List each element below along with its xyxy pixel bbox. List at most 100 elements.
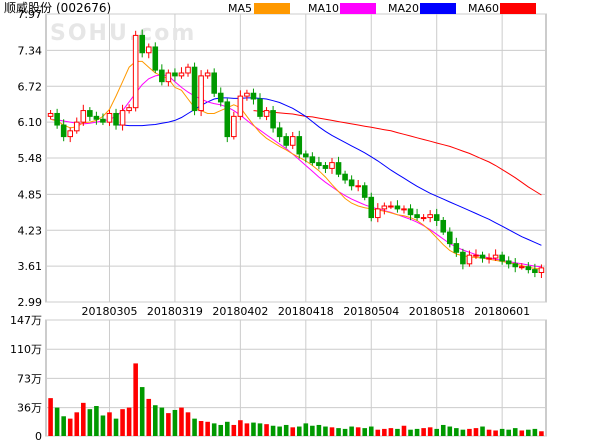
stock-code: (002676)	[56, 1, 111, 15]
candle-body-up	[263, 110, 270, 117]
candle-body-down	[152, 46, 159, 71]
watermark-layer: SOHU.com	[50, 21, 196, 46]
candle-body-down	[113, 112, 119, 126]
ma20-line	[116, 97, 542, 246]
price-y-tick-label: 4.85	[18, 188, 43, 201]
price-y-tick-label: 6.10	[18, 116, 43, 129]
candle-body-up	[381, 205, 388, 210]
candle-body-down	[139, 34, 145, 54]
volume-bar	[48, 398, 53, 436]
candles-layer	[47, 29, 545, 278]
volume-bar	[67, 418, 73, 436]
x-tick-label: 20180518	[409, 305, 465, 318]
ma60-line	[253, 110, 542, 196]
volume-bar	[401, 425, 407, 436]
candle-body-down	[296, 136, 303, 155]
volume-y-tick-label: 147万	[10, 314, 42, 327]
candle-body-down	[447, 231, 453, 245]
candle-body-down	[460, 251, 466, 265]
candle-body-down	[499, 254, 505, 262]
candle-body-down	[342, 173, 348, 181]
volume-bar	[264, 424, 269, 436]
volume-bar	[251, 422, 256, 436]
x-tick-label: 20180305	[81, 305, 137, 318]
price-y-tick-label: 2.99	[18, 296, 43, 309]
candle-body-down	[211, 72, 217, 94]
plot-background	[45, 13, 547, 437]
volume-bar	[532, 428, 538, 436]
volume-bar	[146, 398, 152, 436]
candle-body-up	[466, 254, 473, 265]
candle-body-up	[106, 112, 113, 123]
legend-swatch-ma60	[500, 3, 536, 14]
candle-body-up	[237, 95, 244, 117]
stock-name: 顺威股份	[4, 1, 52, 15]
volume-bar	[153, 405, 158, 436]
candle-body-up	[132, 34, 139, 109]
candle-body-up	[204, 72, 211, 77]
volume-y-tick-label: 0	[35, 430, 42, 440]
candle-body-down	[361, 185, 368, 198]
volume-bar	[512, 428, 518, 436]
volume-bar	[120, 409, 125, 436]
candle-body-down	[309, 156, 316, 164]
volume-y-tick-label: 73万	[17, 372, 42, 385]
candle-body-down	[257, 98, 263, 117]
candle-body-down	[191, 66, 198, 112]
volume-bar	[139, 387, 145, 436]
volume-bar	[414, 428, 420, 436]
axes-layer: 7.97 7.34 6.72 6.10 5.48 4.85 4.23 3.61 2.99 2018…	[10, 8, 530, 443]
volume-bar	[440, 424, 446, 436]
candle-body-up	[244, 92, 250, 97]
candle-body-up	[119, 110, 126, 126]
volume-bar	[349, 426, 354, 436]
ma5-layer	[50, 60, 542, 270]
candle-body-down	[525, 266, 532, 271]
candle-body-up	[80, 110, 87, 123]
volume-bar	[303, 423, 309, 436]
candle-body-down	[87, 110, 93, 117]
candle-body-up	[289, 136, 296, 146]
candle-body-up	[178, 72, 185, 77]
ma5-line	[50, 60, 542, 270]
volume-bar	[296, 426, 302, 436]
volume-bar	[382, 428, 387, 436]
volume-bar	[74, 412, 80, 436]
legend-label-ma20: MA20	[388, 2, 419, 15]
volume-bar	[224, 421, 230, 436]
candle-body-up	[486, 257, 492, 260]
candle-body-up	[355, 185, 361, 188]
volume-bar	[270, 425, 276, 436]
volume-bar	[467, 428, 472, 436]
candle-body-down	[407, 208, 414, 216]
candle-body-up	[198, 75, 204, 112]
volume-bar	[107, 412, 112, 436]
volume-bar	[172, 409, 178, 436]
volume-bar	[54, 407, 60, 436]
candle-body-down	[224, 101, 231, 138]
candle-body-down	[532, 269, 538, 274]
volume-bar	[211, 423, 217, 436]
volume-bar	[486, 429, 492, 436]
volume-bar	[126, 407, 132, 436]
candle-body-down	[414, 214, 420, 219]
candle-body-down	[93, 115, 100, 120]
volume-bar	[499, 428, 505, 436]
volume-bar	[257, 423, 263, 436]
sohu-watermark: SOHU.com	[50, 21, 196, 46]
ma60-layer	[253, 110, 542, 196]
volume-bar	[166, 413, 171, 436]
candle-body-up	[427, 214, 433, 219]
volume-bar	[192, 418, 197, 436]
price-y-tick-label: 3.61	[18, 260, 43, 273]
candle-body-up	[47, 112, 54, 117]
candle-body-up	[538, 267, 545, 274]
candle-body-down	[303, 153, 309, 158]
volume-bar	[454, 428, 459, 436]
x-tick-label: 20180504	[343, 305, 399, 318]
candle-body-down	[453, 243, 460, 253]
volume-bar	[244, 423, 250, 436]
volume-bar	[290, 427, 296, 436]
candle-body-down	[250, 92, 257, 100]
volume-bar	[198, 421, 204, 436]
